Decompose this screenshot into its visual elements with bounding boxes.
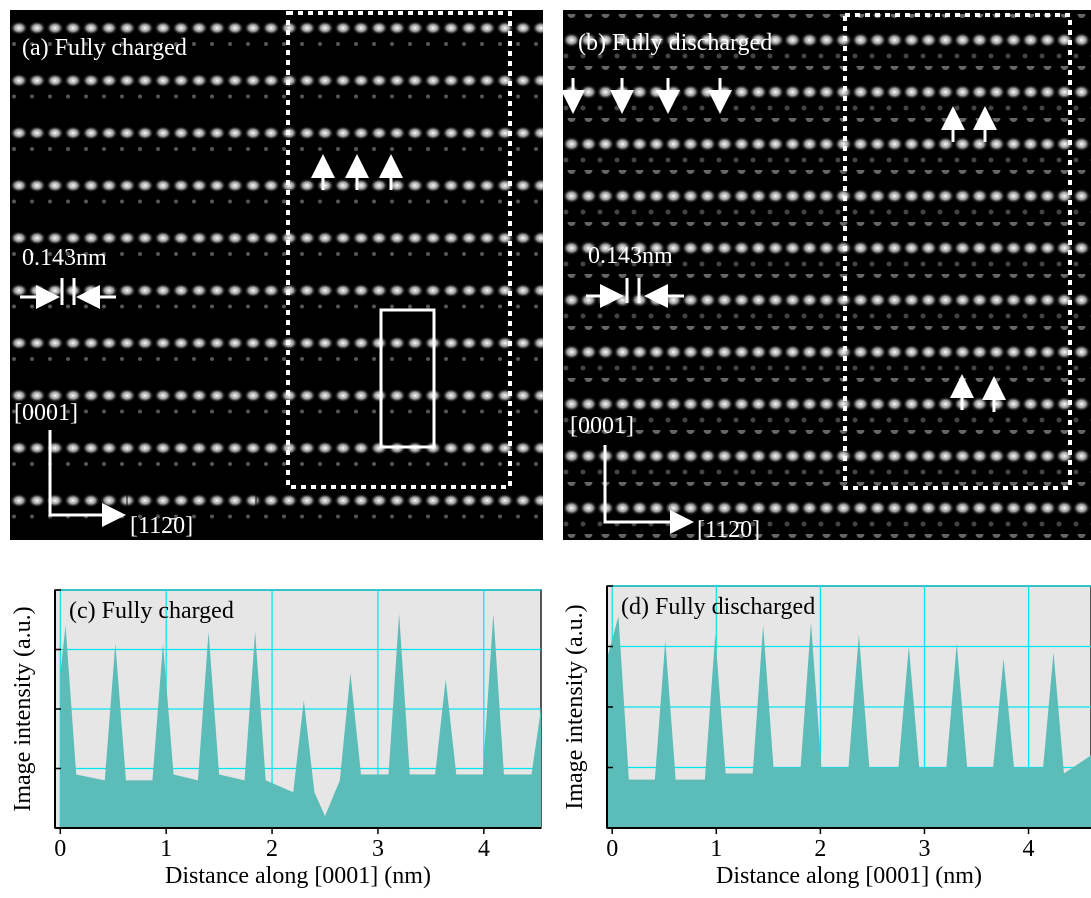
x-tick-label: 1 [710, 836, 722, 862]
intensity-area [60, 613, 541, 828]
arrows [561, 78, 1006, 534]
x-tick-label: 2 [266, 836, 278, 862]
x-axis-label: Distance along [0001] (nm) [165, 863, 431, 889]
x-tick-label: 3 [372, 836, 384, 862]
panel-title: (d) Fully discharged [621, 594, 815, 620]
panel-label: (b) Fully discharged [578, 30, 772, 56]
x-tick-label: 1 [160, 836, 172, 862]
atom-rows [563, 10, 1091, 540]
axis-label: [112̄0] [697, 517, 760, 543]
profile-box [379, 308, 436, 449]
spacing-label: 0.143nm [588, 243, 673, 269]
x-tick-label: 4 [478, 836, 490, 862]
panel-label: (a) Fully charged [22, 35, 187, 61]
x-tick-label: 4 [1023, 836, 1035, 862]
x-tick-label: 0 [606, 836, 618, 862]
axis-label: [112̄0] [130, 513, 193, 539]
y-axis-label: Image intensity (a.u.) [562, 604, 588, 809]
atom-rows [10, 10, 543, 540]
x-tick-label: 3 [918, 836, 930, 862]
dashed-region [286, 11, 512, 489]
image-a: (a) Fully charged 0.143nm [0001] [112̄0] [10, 10, 543, 540]
label-box [126, 485, 257, 539]
x-tick-label: 2 [814, 836, 826, 862]
arrows [20, 154, 403, 527]
x-tick-label: 0 [54, 836, 66, 862]
axis-label: [0001] [570, 413, 634, 439]
panel-title: (c) Fully charged [69, 598, 234, 624]
image-b: (b) Fully discharged 0.143nm [0001] [112… [561, 10, 1091, 543]
axis-label: [0001] [14, 400, 78, 426]
y-axis-label: Image intensity (a.u.) [10, 606, 36, 811]
spacing-label: 0.143nm [22, 245, 107, 271]
x-axis-label: Distance along [0001] (nm) [716, 863, 982, 889]
intensity-area [607, 616, 1091, 828]
dashed-region [843, 13, 1072, 490]
